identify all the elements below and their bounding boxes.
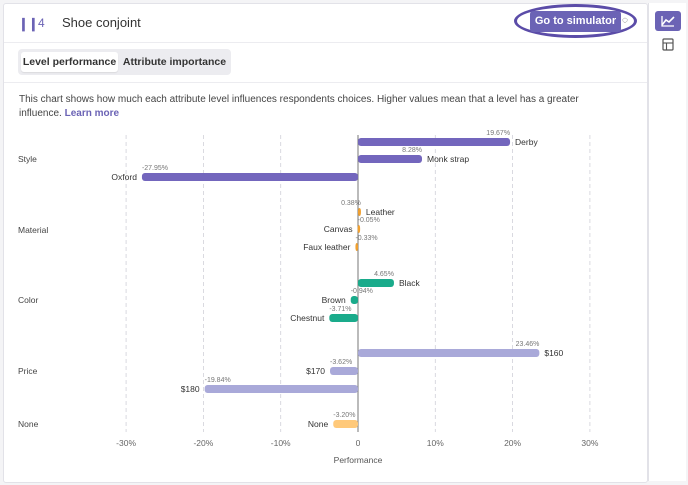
x-tick-label: -30% — [116, 438, 136, 448]
bar[interactable] — [204, 385, 358, 393]
bar[interactable] — [358, 208, 361, 216]
question-type-icon: ❙❙ — [18, 16, 39, 31]
divider — [4, 82, 647, 83]
x-tick-label: -20% — [193, 438, 213, 448]
x-axis-label: Performance — [334, 455, 383, 465]
value-label: 23.46% — [516, 341, 540, 348]
loading-icon: ◌ — [622, 15, 628, 26]
value-label: -3.71% — [329, 306, 351, 313]
value-label: -0.33% — [355, 235, 377, 242]
card-header: ❙❙ 4 Shoe conjoint — [4, 4, 647, 43]
x-tick-label: 30% — [581, 438, 598, 448]
x-tick-label: 10% — [427, 438, 444, 448]
level-label: Oxford — [111, 172, 137, 182]
value-label: -0.05% — [358, 217, 380, 224]
attribute-label: Price — [18, 366, 38, 376]
attribute-label: Color — [18, 295, 38, 305]
value-label: -3.20% — [333, 412, 355, 419]
attribute-label: Material — [18, 225, 48, 235]
highlight-circle — [514, 4, 637, 38]
learn-more-link[interactable]: Learn more — [64, 107, 120, 119]
value-label: -3.62% — [330, 359, 352, 366]
question-card: ❙❙ 4 Shoe conjoint Level performance Att… — [3, 3, 648, 483]
value-label: 19.67% — [486, 130, 510, 137]
attribute-label: None — [18, 419, 39, 429]
side-toolbar — [648, 3, 686, 481]
bar[interactable] — [355, 243, 358, 251]
level-label: Monk strap — [427, 154, 469, 164]
level-label: None — [308, 419, 329, 429]
level-label: Chestnut — [290, 313, 325, 323]
bar[interactable] — [358, 349, 540, 357]
value-label: 8.28% — [402, 147, 422, 154]
value-label: 4.65% — [374, 271, 394, 278]
level-label: $160 — [544, 348, 563, 358]
value-label: -0.94% — [351, 288, 373, 295]
level-label: $180 — [181, 384, 200, 394]
x-tick-label: 0 — [356, 438, 361, 448]
level-label: Brown — [322, 295, 346, 305]
level-label: $170 — [306, 366, 325, 376]
view-tabs: Level performance Attribute importance — [18, 49, 231, 75]
value-label: -19.84% — [205, 377, 231, 384]
table-icon — [662, 38, 674, 51]
bar[interactable] — [358, 138, 511, 146]
question-title: Shoe conjoint — [62, 15, 141, 30]
chart-view-button[interactable] — [655, 11, 681, 31]
x-tick-label: 20% — [504, 438, 521, 448]
bar[interactable] — [350, 296, 358, 304]
bar[interactable] — [358, 279, 394, 287]
value-label: 0.38% — [341, 200, 361, 207]
description-text: This chart shows how much each attribute… — [19, 94, 579, 119]
level-label: Derby — [515, 137, 538, 147]
value-label: -27.95% — [142, 165, 168, 172]
table-view-button[interactable] — [655, 35, 681, 55]
go-to-simulator-button[interactable]: Go to simulator — [530, 11, 621, 32]
bar[interactable] — [333, 420, 358, 428]
chart-description: This chart shows how much each attribute… — [19, 93, 619, 120]
level-label: Black — [399, 278, 421, 288]
question-number: 4 — [38, 16, 45, 30]
attribute-label: Style — [18, 154, 37, 164]
bar[interactable] — [357, 225, 361, 233]
tab-attribute-importance[interactable]: Attribute importance — [122, 56, 227, 68]
level-label: Leather — [366, 207, 395, 217]
level-label: Faux leather — [303, 242, 350, 252]
tab-level-performance[interactable]: Level performance — [21, 52, 118, 72]
chart-icon — [661, 16, 675, 27]
bar[interactable] — [329, 314, 358, 322]
bar[interactable] — [141, 173, 358, 181]
level-label: Canvas — [324, 224, 353, 234]
bar[interactable] — [330, 367, 358, 375]
bar[interactable] — [358, 155, 423, 163]
x-tick-label: -10% — [271, 438, 291, 448]
